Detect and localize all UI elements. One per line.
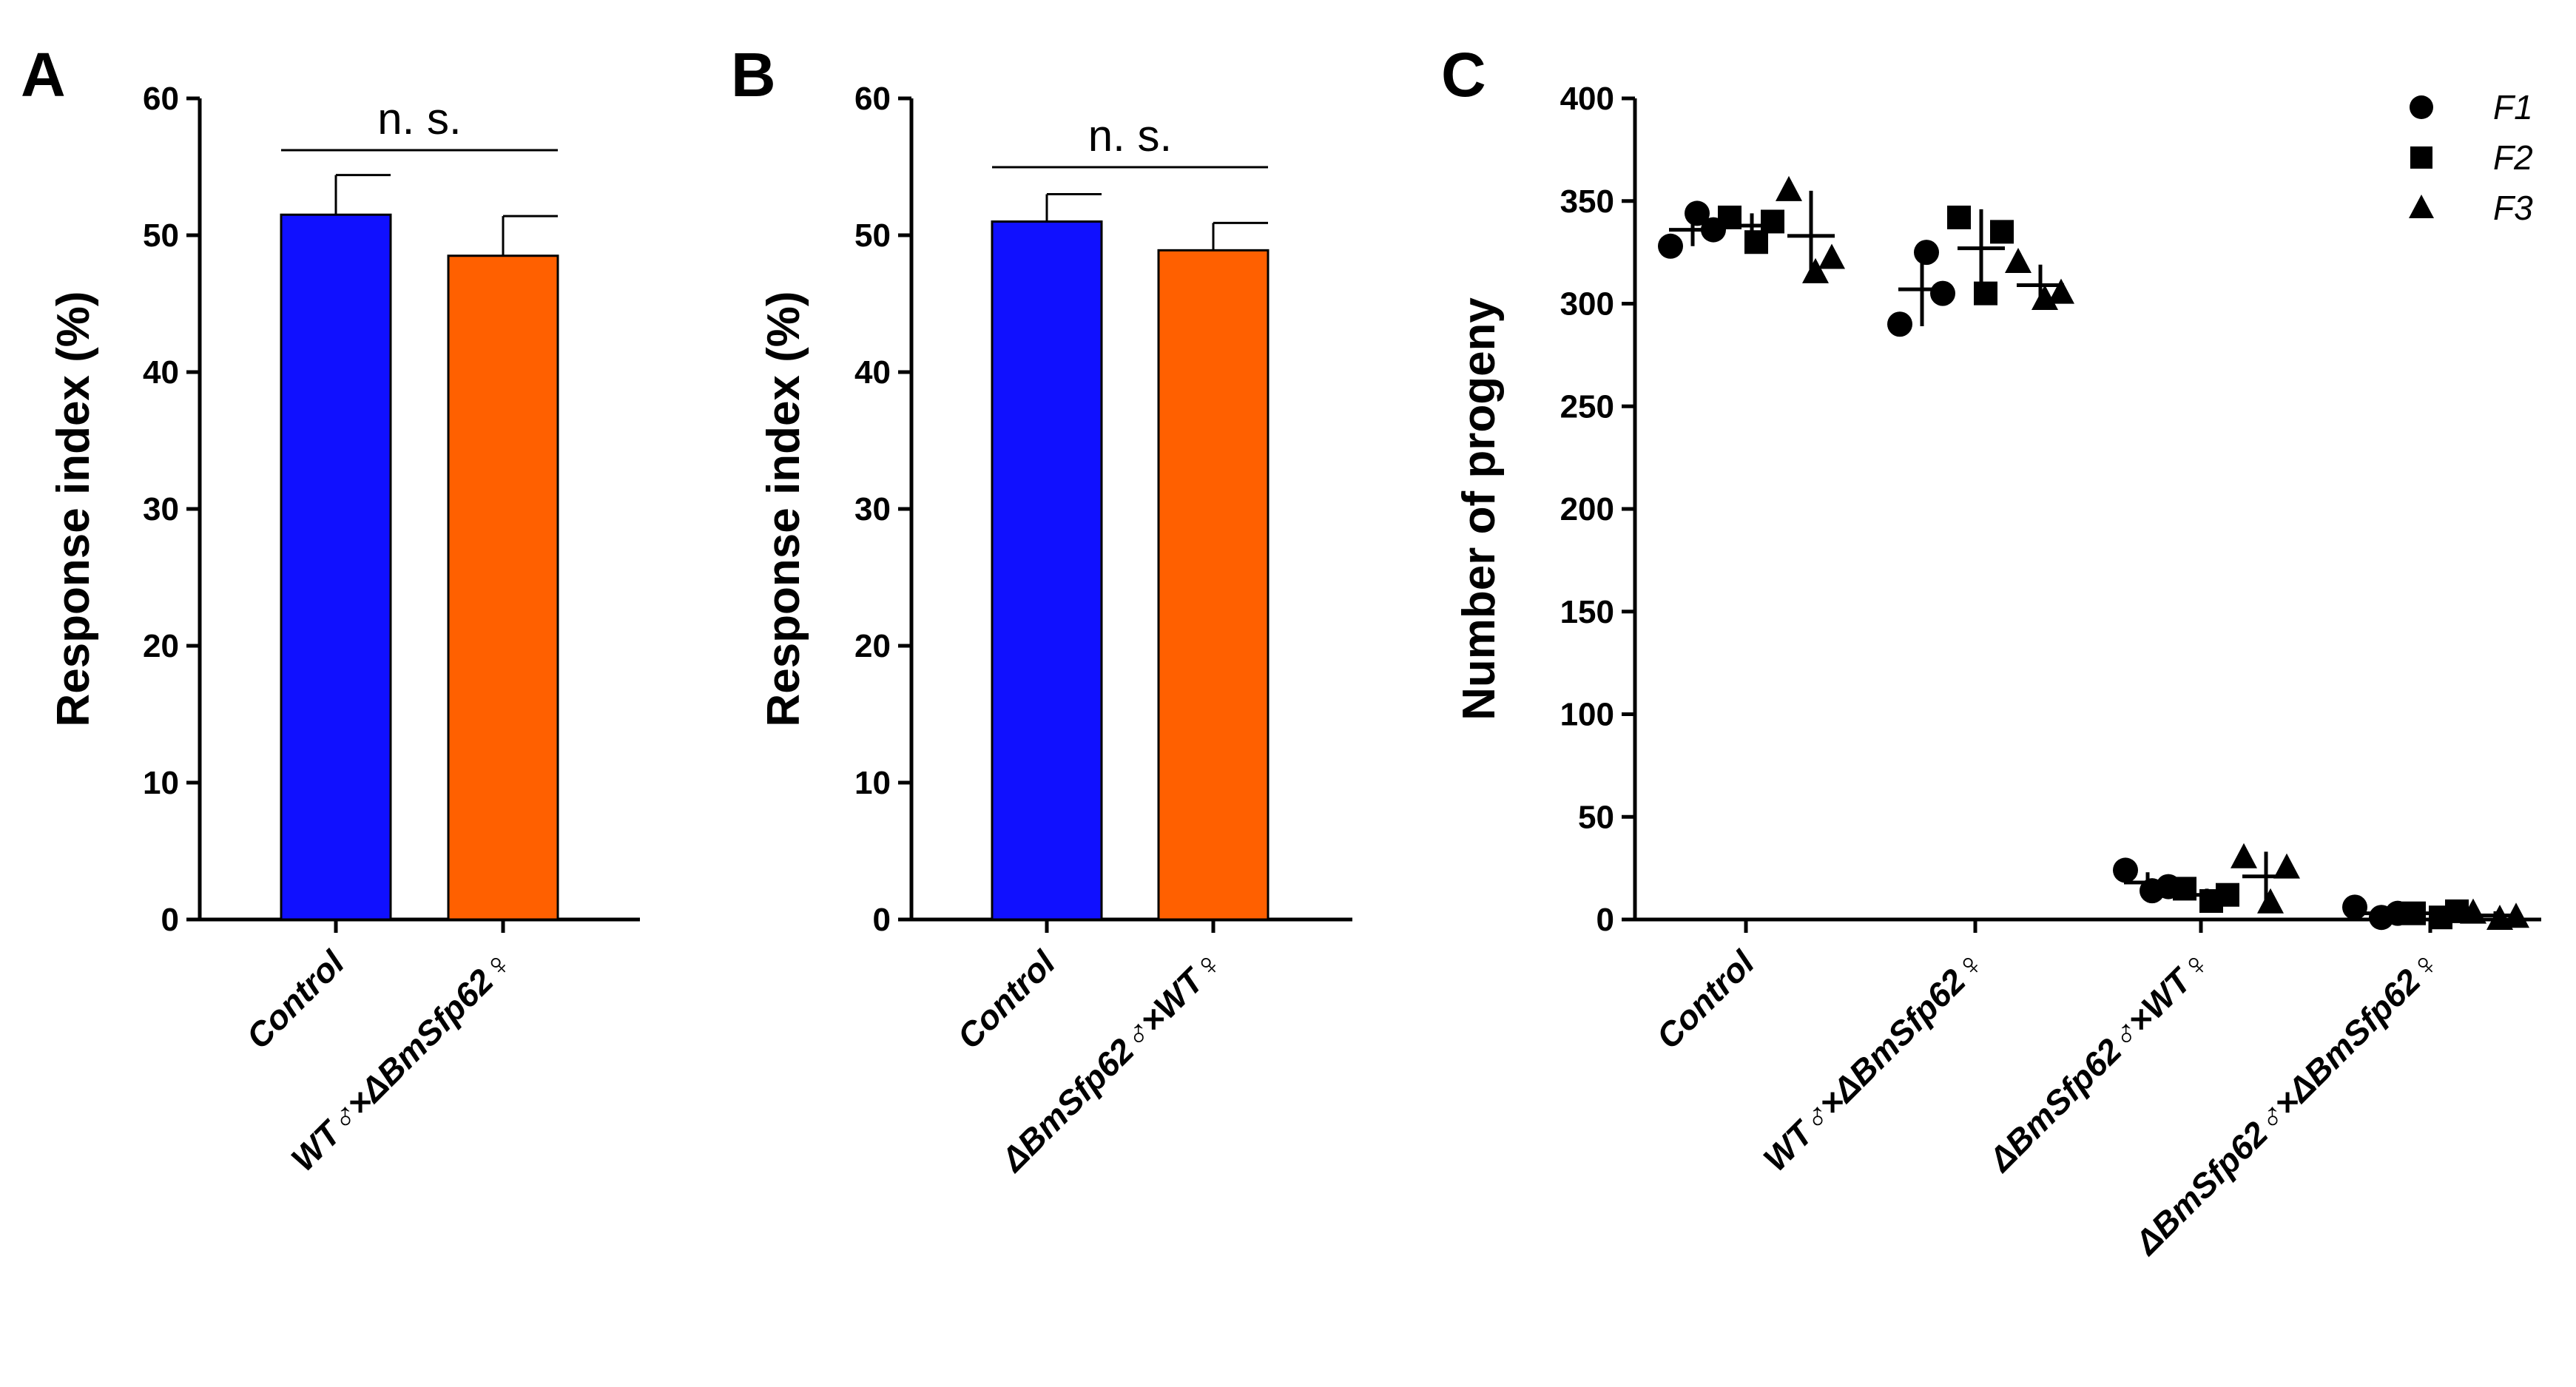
y-tick-label: 0 [1596, 902, 1614, 938]
panel-b: B Response index (%) 0 10 20 30 40 50 60 Contro… [731, 40, 1352, 1180]
legend-marker-circle [2410, 95, 2433, 119]
data-point [2273, 853, 2300, 879]
y-tick-label: 50 [1578, 799, 1614, 835]
data-point [2231, 843, 2257, 868]
y-tick-label: 60 [143, 81, 179, 117]
y-tick-label: 150 [1560, 594, 1614, 630]
data-point [1761, 209, 1784, 234]
panel-letter-b: B [731, 40, 776, 109]
panel-a: A Response index (%) 0 10 20 30 40 50 60 Contro… [21, 40, 640, 1178]
y-tick-label: 100 [1560, 697, 1614, 733]
data-point [1887, 311, 1912, 337]
legend-label: F2 [2493, 138, 2533, 177]
data-point [1802, 257, 1829, 283]
bar [447, 254, 559, 921]
y-tick-label: 350 [1560, 183, 1614, 220]
data-point [2173, 877, 2196, 901]
y-tick-label: 200 [1560, 491, 1614, 527]
data-point [1744, 230, 1768, 254]
panel-c: C Number of progeny 0 50 100 150 200 250 300 35… [1441, 40, 2541, 1263]
data-point [2342, 894, 2367, 920]
y-tick-label: 300 [1560, 286, 1614, 323]
panel-letter-c: C [1441, 40, 1486, 109]
y-tick-label: 250 [1560, 388, 1614, 425]
data-point [2048, 278, 2074, 304]
data-point [2257, 888, 2284, 914]
data-point [1914, 240, 1939, 266]
data-point [1930, 280, 1955, 306]
x-tick-label: WT♂×ΔBmSfp62♀ [1756, 943, 1991, 1178]
data-point [2460, 898, 2486, 924]
y-tick-label: 30 [143, 491, 179, 527]
x-tick-label: Control [950, 942, 1063, 1056]
y-axis-label: Response index (%) [48, 291, 99, 726]
y-tick-label: 40 [854, 354, 891, 391]
y-tick-label: 50 [143, 217, 179, 254]
y-tick-label: 0 [161, 902, 179, 938]
plot-area: 0 50 100 150 200 250 300 350 400 ControlWT♂×ΔBmSf… [1560, 81, 2541, 1263]
data-point [2216, 883, 2239, 907]
data-point [1974, 281, 1997, 306]
x-tick-label: ΔBmSfp62♂×WT♀ [1980, 943, 2216, 1179]
y-tick-label: 60 [854, 81, 891, 117]
y-tick-label: 0 [873, 902, 891, 938]
data-point [1685, 200, 1710, 226]
legend-label: F3 [2493, 189, 2533, 227]
y-axis-label: Number of progeny [1454, 297, 1505, 721]
y-tick-label: 30 [854, 491, 891, 527]
bar [280, 213, 392, 921]
legend-label: F1 [2493, 88, 2533, 126]
significance-label: n. s. [1088, 111, 1172, 161]
x-tick-label: Control [239, 942, 352, 1056]
y-tick-label: 20 [143, 628, 179, 664]
y-tick-label: 40 [143, 354, 179, 391]
bar [991, 220, 1103, 921]
y-tick-label: 50 [854, 217, 891, 254]
data-point [1776, 175, 1802, 201]
y-tick-label: 400 [1560, 81, 1614, 117]
y-tick-label: 10 [854, 765, 891, 801]
y-tick-label: 10 [143, 765, 179, 801]
data-point [2503, 902, 2529, 928]
data-point [2113, 857, 2138, 883]
x-tick-label: Control [1649, 942, 1762, 1056]
bar [1157, 249, 1270, 921]
y-axis-label: Response index (%) [758, 291, 809, 726]
data-point [2402, 901, 2426, 925]
y-tick-label: 20 [854, 628, 891, 664]
panel-letter-a: A [21, 40, 66, 109]
data-point [1718, 205, 1742, 229]
data-point [1947, 205, 1971, 229]
legend-marker-square [2410, 146, 2432, 169]
legend: F1 F2 F3 [2409, 88, 2533, 227]
data-point [1658, 233, 1683, 259]
significance-label: n. s. [377, 94, 461, 144]
legend-marker-triangle [2409, 195, 2434, 218]
data-point [1990, 220, 2014, 244]
data-point [2005, 248, 2032, 273]
data-point [1818, 243, 1845, 269]
